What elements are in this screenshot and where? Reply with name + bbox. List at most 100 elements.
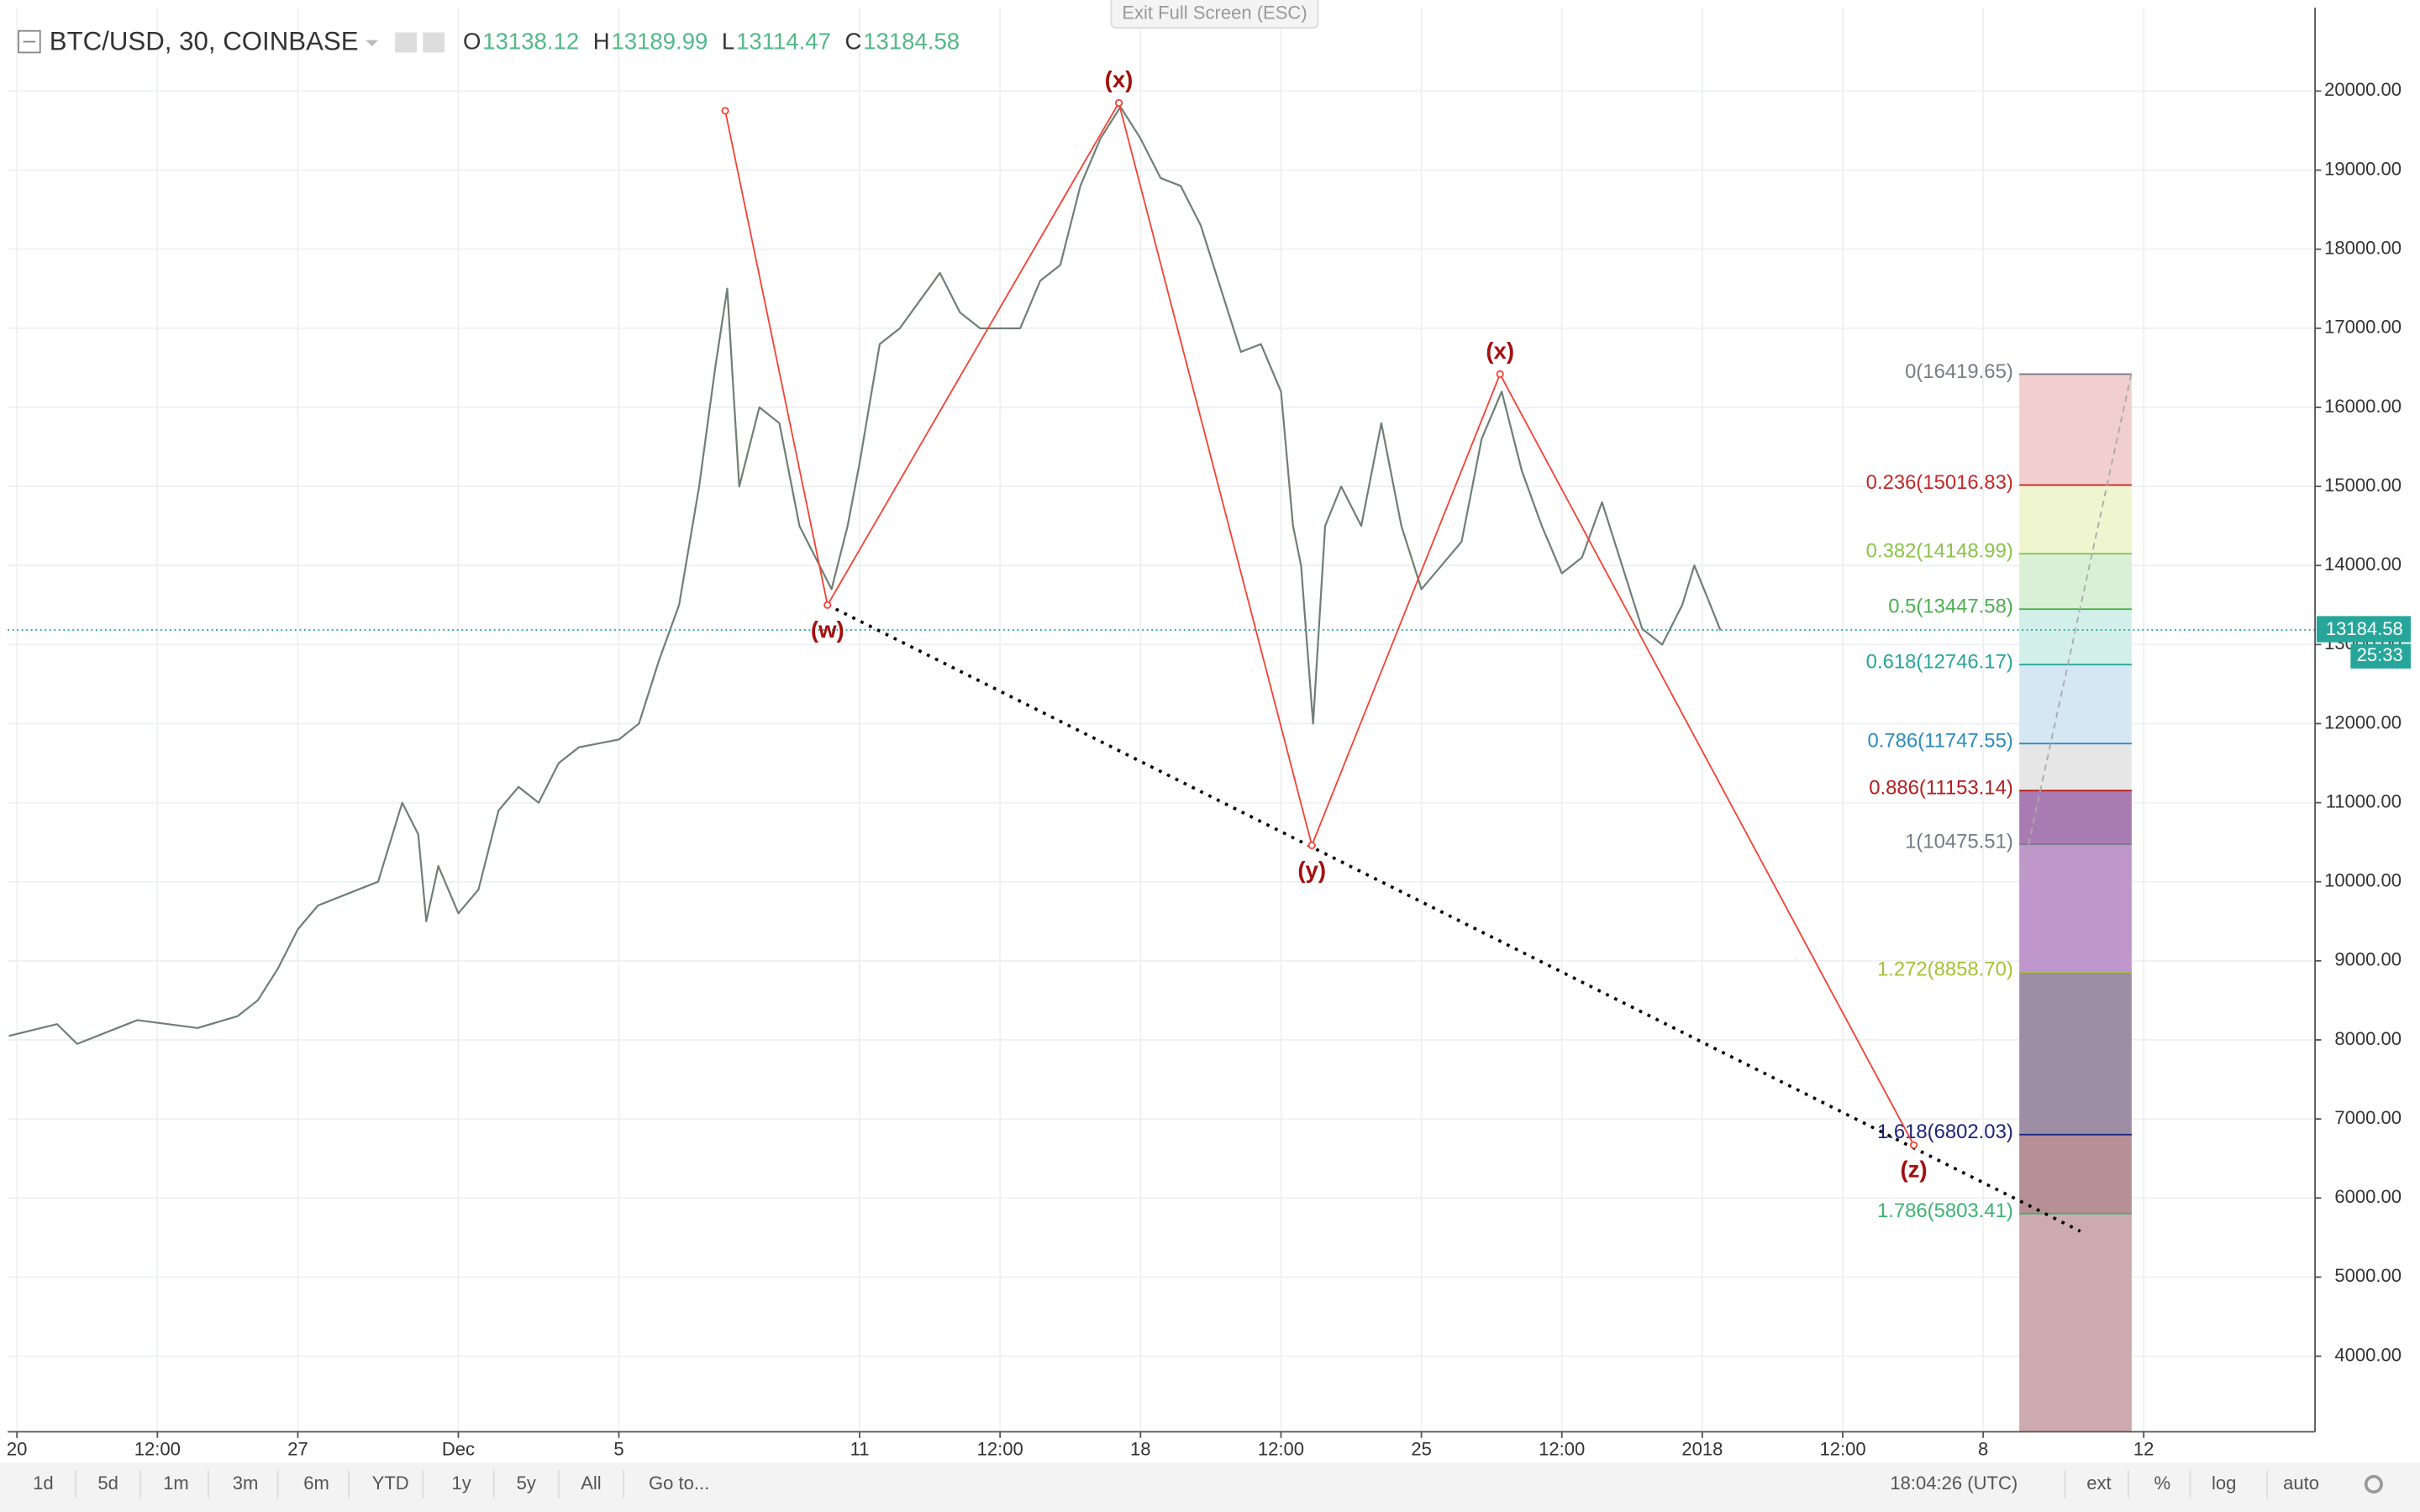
trendline (827, 603, 2081, 1233)
range-button[interactable]: 5y (517, 1473, 536, 1494)
range-button[interactable]: 6m (303, 1473, 329, 1494)
wave-label: (w) (811, 617, 844, 643)
ohlc-key: L (722, 29, 734, 55)
price-line (8, 106, 1722, 1045)
bottom-toolbar (0, 1462, 2420, 1512)
y-tick-label: 5000.00 (2334, 1265, 2402, 1286)
wave-label: (y) (1297, 857, 1326, 883)
fib-band (2019, 743, 2132, 791)
y-tick-label: 12000.00 (2324, 711, 2402, 732)
fib-label: 1.618(6802.03) (1877, 1121, 2013, 1143)
option-button[interactable]: % (2154, 1473, 2170, 1494)
y-tick-label: 18000.00 (2324, 237, 2402, 258)
x-tick-label: 12:00 (1539, 1438, 1585, 1459)
x-tick-label: Dec (442, 1438, 475, 1459)
fib-band (2019, 790, 2132, 844)
x-tick-label: 11 (850, 1438, 870, 1459)
x-tick-label: 27 (287, 1438, 308, 1459)
y-tick-label: 10000.00 (2324, 870, 2402, 891)
icon-settings[interactable] (423, 32, 445, 53)
range-button[interactable]: 1d (33, 1473, 54, 1494)
fib-band (2019, 374, 2132, 486)
fib-label: 1(10475.51) (1905, 830, 2013, 853)
x-tick-label: 8 (1978, 1438, 1988, 1459)
fib-label: 1.786(5803.41) (1877, 1200, 2013, 1222)
y-tick-label: 7000.00 (2334, 1107, 2402, 1128)
x-tick-label: 2018 (1681, 1438, 1723, 1459)
wave-point (1909, 1141, 1918, 1149)
x-tick-label: 25 (1411, 1438, 1432, 1459)
ohlc-value: 13114.47 (736, 29, 831, 55)
range-button[interactable]: YTD (372, 1473, 409, 1494)
fib-band (2019, 554, 2132, 610)
ohlc: O 13138.12 H 13189.99 L 13114.47 C 13184.58 (463, 29, 960, 55)
x-tick-label: 12 (2133, 1438, 2154, 1459)
fib-label: 0.236(15016.83) (1866, 471, 2013, 494)
price-tag-label: 13184.58 (2326, 618, 2403, 639)
fib-label: 0.786(11747.55) (1867, 730, 2012, 753)
y-tick-label: 16000.00 (2324, 396, 2402, 417)
toolbar: 1d 5d 1m 3m 6m YTD 1y 5y All Go to... 18:04:26 (UT… (33, 1470, 2383, 1499)
y-tick-label: 19000.00 (2324, 158, 2402, 179)
wave-point (1496, 370, 1504, 378)
x-tick-label: 5 (613, 1438, 623, 1459)
axes: 4000.00 5000.00 6000.00 7000.00 8000.00 9000.… (7, 79, 2411, 1459)
fib-retracement: 0(16419.65) 0.236(15016.83) 0.382(14148.99… (1866, 360, 2132, 1432)
grid (8, 8, 2316, 1432)
countdown-label: 25:33 (2357, 644, 2403, 665)
exit-fullscreen-label: Exit Full Screen (ESC) (1122, 2, 1307, 23)
symbol-dropdown[interactable] (366, 39, 378, 47)
exit-fullscreen[interactable] (1110, 0, 1319, 29)
x-tick-label: 12:00 (1258, 1438, 1304, 1459)
range-button[interactable]: 5d (97, 1473, 118, 1494)
option-button[interactable]: ext (2086, 1473, 2111, 1494)
option-button[interactable]: auto (2283, 1473, 2319, 1494)
y-tick-label: 14000.00 (2324, 554, 2402, 575)
fib-band (2019, 1213, 2132, 1432)
clock: 18:04:26 (UTC) (1890, 1473, 2018, 1494)
y-tick-label: 8000.00 (2334, 1028, 2402, 1049)
x-tick-label: 18 (1130, 1438, 1151, 1459)
y-tick-label: 9000.00 (2334, 949, 2402, 970)
fib-band (2019, 972, 2132, 1135)
goto-button[interactable]: Go to... (649, 1473, 709, 1494)
symbol: BTC/USD, 30, COINBASE (50, 27, 359, 56)
fib-band (2019, 1134, 2132, 1214)
y-tick-label: 6000.00 (2334, 1186, 2402, 1207)
price-tag (2316, 616, 2411, 643)
countdown-tag (2350, 643, 2411, 669)
wave-label: (x) (1105, 66, 1134, 92)
fib-band (2019, 485, 2132, 554)
range-button[interactable]: 1y (452, 1473, 471, 1494)
ohlc-value: 13184.58 (863, 29, 960, 55)
option-button[interactable]: log (2212, 1473, 2236, 1494)
fib-band (2019, 843, 2132, 973)
x-tick-label: 20 (7, 1438, 28, 1459)
plot: (w) (x) (y) (x) (z) (8, 66, 2316, 1233)
ohlc-key: H (593, 29, 610, 55)
range-button[interactable]: All (581, 1473, 601, 1494)
y-tick-label: 4000.00 (2334, 1344, 2402, 1365)
ohlc-value: 13138.12 (482, 29, 579, 55)
fib-band (2019, 609, 2132, 665)
ohlc-value: 13189.99 (611, 29, 708, 55)
y-tick-label: 11000.00 (2326, 790, 2402, 811)
ohlc-key: C (844, 29, 861, 55)
wave-point (823, 601, 832, 609)
y-tick-label: 17000.00 (2324, 317, 2402, 338)
y-tick-label: 20000.00 (2324, 79, 2402, 100)
range-button[interactable]: 3m (233, 1473, 259, 1494)
fib-label: 1.272(8858.70) (1877, 958, 2013, 981)
wave-point (721, 107, 729, 115)
fib-label: 0(16419.65) (1905, 360, 2013, 383)
wave-line (724, 101, 1915, 1146)
fib-label: 0.618(12746.17) (1866, 651, 2013, 674)
settings-icon[interactable] (2364, 1474, 2383, 1494)
icon-eye[interactable] (395, 32, 417, 53)
x-tick-label: 12:00 (977, 1438, 1023, 1459)
wave-point (1307, 841, 1316, 850)
fib-band (2019, 664, 2132, 744)
fib-label: 0.5(13447.58) (1888, 596, 2013, 618)
range-button[interactable]: 1m (163, 1473, 189, 1494)
x-tick-label: 12:00 (134, 1438, 181, 1459)
